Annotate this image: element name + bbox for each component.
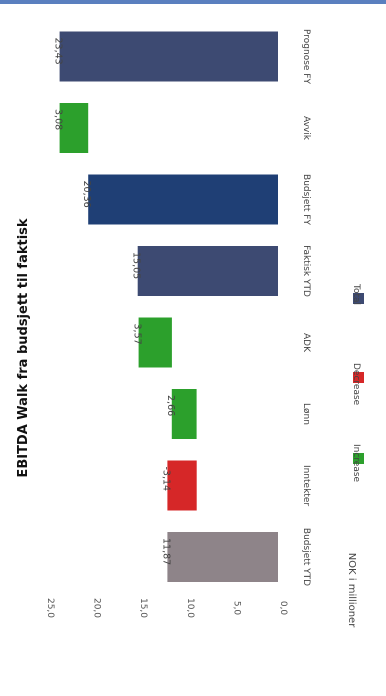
category-label: Lønn: [301, 403, 311, 425]
top-border: [0, 0, 386, 4]
category-label: Avvik: [301, 116, 311, 141]
y-tick-label: 15,0: [138, 598, 148, 618]
data-label: 3,08: [53, 109, 64, 130]
bar: [138, 317, 172, 368]
y-axis-label: NOK i millioner: [346, 553, 357, 629]
legend-label: Decrease: [351, 363, 361, 406]
legend-swatch: [353, 293, 364, 304]
data-label: -3,14: [160, 467, 171, 492]
data-labels: 11,87 -3,14 2,66 3,57 15,05 20,36 3,08 23,43: [53, 38, 176, 566]
data-label: 2,66: [165, 395, 176, 416]
bar: [59, 103, 89, 153]
y-tick-label: 0,0: [278, 601, 288, 616]
data-label: 20,36: [81, 181, 92, 208]
y-tick-label: 10,0: [185, 598, 195, 618]
legend: Increase Decrease Total: [351, 283, 364, 483]
category-label: Budsjett FY: [301, 174, 311, 225]
legend-swatch: [353, 453, 364, 464]
data-label: 11,87: [160, 538, 171, 565]
bar: [59, 31, 278, 82]
chart-title: EBITDA Walk fra budsjett til faktisk: [16, 218, 31, 477]
y-tick-label: 25,0: [45, 598, 55, 618]
bars: [59, 31, 278, 582]
legend-swatch: [353, 372, 364, 383]
category-label: Faktisk YTD: [301, 245, 311, 297]
category-label: Budsjett YTD: [301, 528, 311, 586]
data-label: 23,43: [53, 38, 64, 65]
category-labels: Budsjett YTD Inntekter Lønn ADK Faktisk YTD B…: [301, 29, 311, 586]
data-label: 3,57: [132, 324, 143, 345]
y-axis-ticks: 0,0 5,0 10,0 15,0 20,0 25,0: [45, 598, 288, 618]
bar: [88, 174, 278, 225]
category-label: ADK: [301, 333, 311, 353]
category-label: Prognose FY: [301, 29, 311, 84]
bar: [167, 532, 278, 582]
bar: [137, 246, 278, 296]
y-tick-label: 20,0: [92, 598, 102, 618]
data-label: 15,05: [131, 252, 142, 279]
legend-label: Total: [351, 283, 361, 305]
bar: [171, 389, 197, 439]
category-label: Inntekter: [301, 465, 311, 506]
bar: [167, 460, 197, 511]
legend-label: Increase: [351, 444, 361, 483]
y-tick-label: 5,0: [231, 601, 241, 616]
